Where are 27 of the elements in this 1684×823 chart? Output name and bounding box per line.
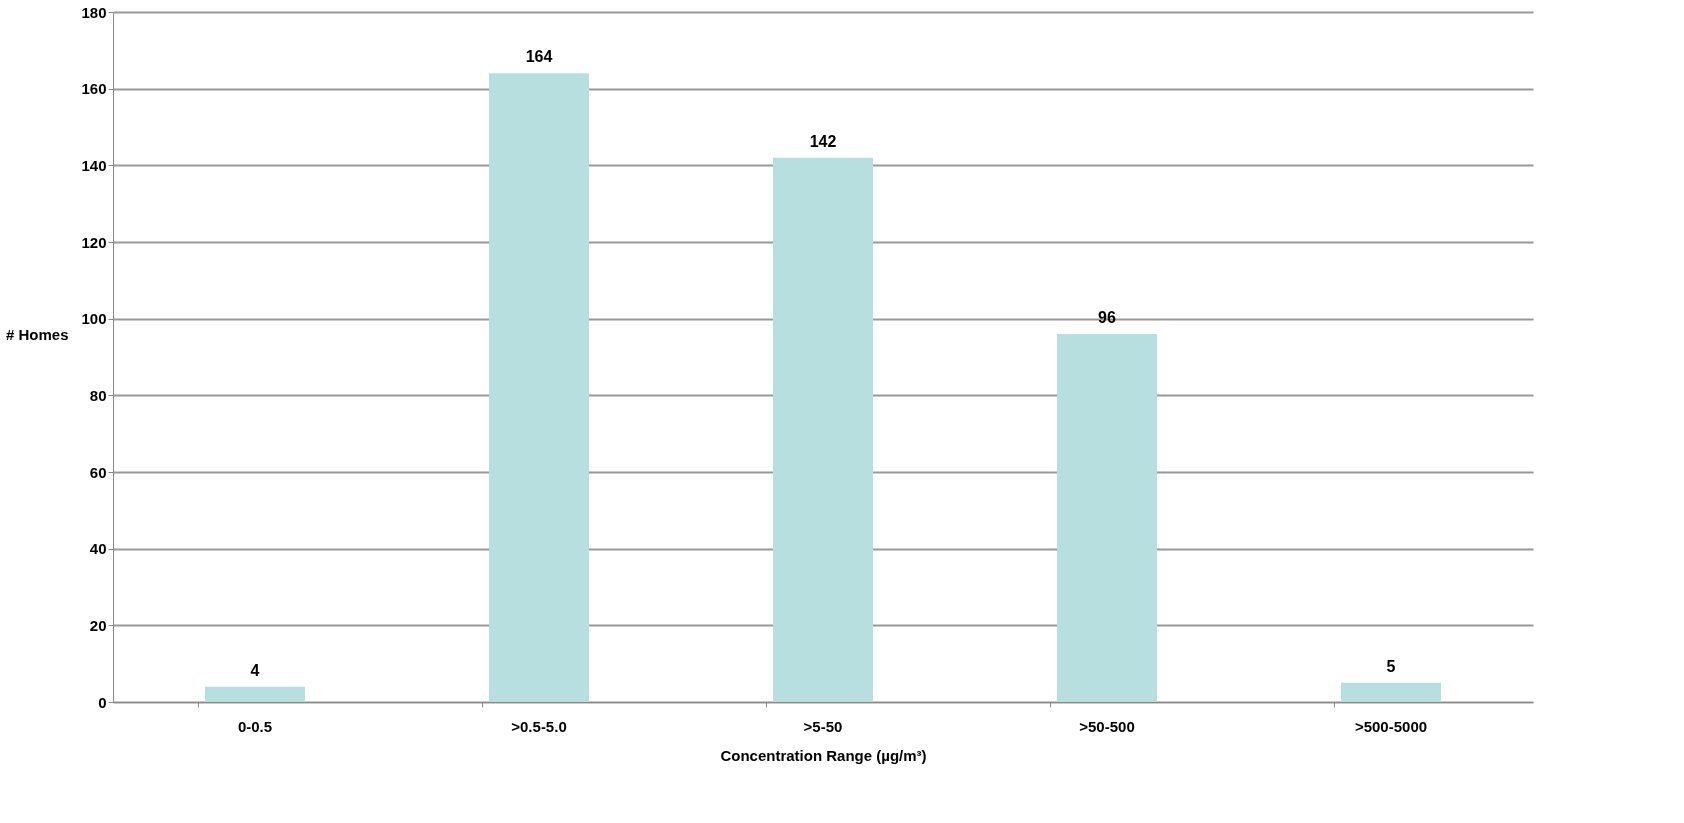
y-tick-label: 140 [81,156,107,174]
x-tick-label: 0-0.5 [237,717,273,735]
data-label: 164 [525,48,553,66]
data-label: 96 [1098,309,1116,326]
y-tick-label: 80 [89,386,107,404]
y-tick-label: 60 [89,463,107,481]
y-tick-label: 160 [81,80,107,98]
y-tick-label: 180 [81,3,107,21]
bar [773,157,873,702]
bar [1057,334,1157,702]
y-tick-label: 100 [81,310,107,328]
y-tick-label: 0 [98,693,107,711]
bar [489,73,589,702]
y-tick-label: 120 [81,233,107,251]
data-label: 5 [1386,657,1396,675]
bar [1341,682,1441,702]
y-tick-label: 20 [89,616,107,634]
x-axis-title: Concentration Range (µg/m³) [720,746,927,764]
x-tick-label: >5-50 [803,717,843,735]
x-tick-label: >50-500 [1079,717,1135,735]
x-tick-label: >0.5-5.0 [511,717,567,735]
y-axis-title: # Homes [5,325,69,343]
data-label: 142 [809,132,837,150]
data-label: 4 [250,661,260,679]
y-tick-label: 40 [89,540,107,558]
bar [205,686,305,702]
x-tick-label: >500-5000 [1354,717,1428,735]
